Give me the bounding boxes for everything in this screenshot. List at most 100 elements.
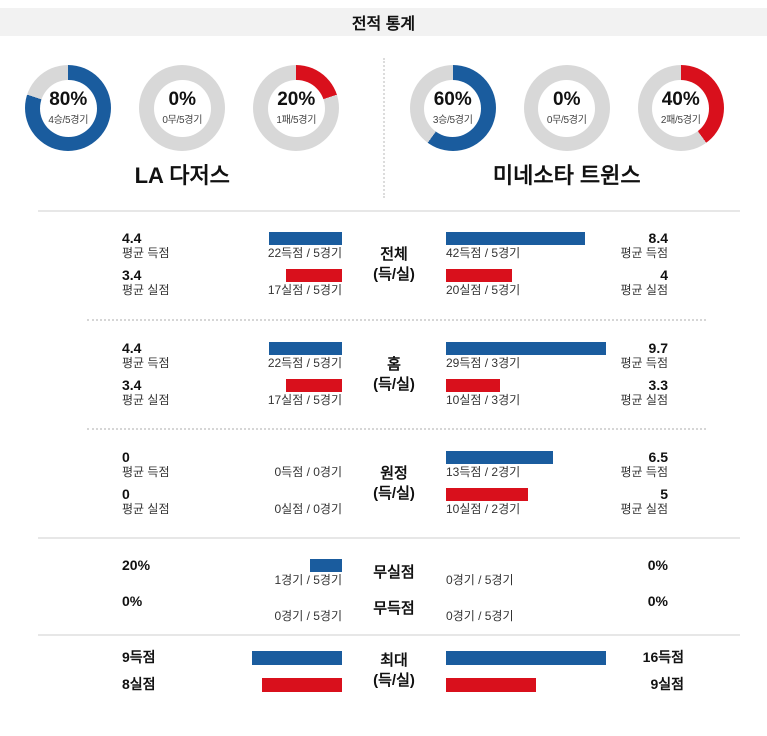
stat-value-label: 평균 실점 [617,393,668,408]
stat-value: 9.7 [617,341,668,356]
bar-pair: 17실점 / 5경기 [218,378,342,408]
bar-label: 17실점 / 5경기 [218,393,342,408]
value-pair: 20% [122,558,218,573]
scored-bar [310,559,342,572]
winrate-donut-win: 80%4승/5경기 [25,65,111,151]
stat-value: 4.4 [122,231,218,246]
bar-line [218,650,342,665]
winrate-donut-win: 60%3승/5경기 [410,65,496,151]
bar-pair: 17실점 / 5경기 [218,268,342,298]
scored-bar [446,651,606,665]
bars-right: 29득점 / 3경기 10실점 / 3경기 [446,341,617,408]
bars-left [218,650,342,692]
conceded-bar [286,379,342,392]
stat-value-label: 평균 득점 [122,356,218,371]
stat-value: 16득점 [617,650,684,665]
conceded-bar [446,488,528,501]
bar-label: 0득점 / 0경기 [218,465,342,480]
donut-percent: 60% [434,90,472,110]
stat-value-label: 평균 득점 [617,465,668,480]
bar-pair: 0경기 / 5경기 [446,558,617,588]
bar-line [218,378,342,393]
bar-pair: 22득점 / 5경기 [218,341,342,371]
donut-sub-label: 4승/5경기 [48,111,88,126]
left-values: 9득점 8실점 [38,650,218,692]
scored-bar [446,342,606,355]
panel-title: 전적 통계 [352,10,415,34]
stat-value: 9실점 [617,677,684,692]
stat-value-label: 평균 득점 [122,246,218,261]
conceded-bar [446,678,536,692]
match-stats-page: { "title": "전적 통계", "colors": { "blue": … [0,8,767,736]
stat-value: 0% [617,558,668,573]
donut-percent: 0% [169,90,196,110]
team-left-name: LA 다저스 [0,163,383,189]
panel-header: 전적 통계 [0,8,767,36]
scored-bar [269,342,342,355]
value-pair: 0% [122,594,218,609]
bar-pair: 10실점 / 2경기 [446,487,617,517]
donut-sub-label: 2패/5경기 [661,111,701,126]
row-category-line: 전체 [380,245,408,265]
donut-sub-label: 1패/5경기 [276,111,316,126]
stat-value: 20% [122,558,218,573]
bars-left: 0경기 / 5경기 [218,594,342,624]
stat-value: 9득점 [122,650,218,665]
stat-value: 4 [617,268,668,283]
row-category: 홈(득/실) [342,341,446,408]
bar-pair: 10실점 / 3경기 [446,378,617,408]
row-category-line: 무실점 [373,563,414,583]
bar-line [446,677,617,692]
bar-line [218,558,342,573]
scored-bar [252,651,342,665]
stat-value-label: 평균 실점 [122,283,218,298]
bar-pair: 29득점 / 3경기 [446,341,617,371]
bar-line [218,450,342,465]
stat-value-label: 평균 득점 [617,356,668,371]
bar-label: 1경기 / 5경기 [218,573,342,588]
bar-pair: 20실점 / 5경기 [446,268,617,298]
bar-pair [218,650,342,665]
row-category: 무실점 [342,558,446,588]
team-right-name: 미네소타 트윈스 [385,163,767,189]
bars-right: 0경기 / 5경기 [446,594,617,624]
donut-hole: 0%0무/5경기 [154,80,211,137]
bar-label: 17실점 / 5경기 [218,283,342,298]
bars-right: 0경기 / 5경기 [446,558,617,588]
bar-label: 0경기 / 5경기 [446,573,617,588]
row-category: 원정(득/실) [342,450,446,517]
stat-value: 0 [122,487,218,502]
row-category: 전체(득/실) [342,231,446,298]
donut-hole: 80%4승/5경기 [40,80,97,137]
bar-pair [446,650,617,665]
conceded-bar [286,269,342,282]
donut-hole: 60%3승/5경기 [424,80,481,137]
row-category-line: 홈 [387,355,401,375]
bar-label: 10실점 / 3경기 [446,393,617,408]
stat-value: 8실점 [122,677,218,692]
donut-percent: 40% [662,90,700,110]
stat-value: 3.4 [122,378,218,393]
bar-label: 22득점 / 5경기 [218,246,342,261]
